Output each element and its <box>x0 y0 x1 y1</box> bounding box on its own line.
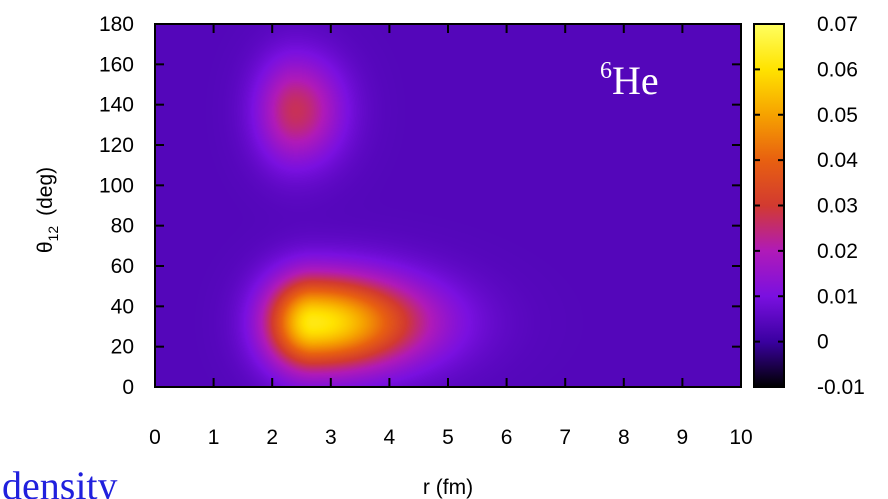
y-tick-label: 120 <box>99 134 134 157</box>
x-tick-label: 8 <box>618 426 630 449</box>
y-tick-label: 40 <box>111 295 134 318</box>
y-axis-label-unit: (deg) <box>34 167 57 216</box>
y-tick-label: 0 <box>122 376 134 399</box>
y-axis-label-sub: 12 <box>45 226 61 242</box>
x-tick-label: 2 <box>266 426 278 449</box>
svg-text:θ12(deg): θ12 (deg) <box>34 167 61 253</box>
x-tick-label: 10 <box>729 426 752 449</box>
colorbar-ticks: -0.01 0 0.01 0.02 0.03 0.04 0.05 0.06 0.07 <box>754 13 865 399</box>
annotation-superscript: 6 <box>600 58 612 84</box>
colorbar-tick-label: 0.06 <box>817 58 858 81</box>
colorbar-tick-label: 0.01 <box>817 285 858 308</box>
y-axis-label: θ12 (deg) <box>34 167 61 253</box>
colorbar-tick-label: -0.01 <box>817 376 865 399</box>
y-tick-label: 60 <box>111 255 134 278</box>
nucleus-annotation: 6He <box>600 58 659 103</box>
y-tick-label: 160 <box>99 53 134 76</box>
y-tick-label: 20 <box>111 336 134 359</box>
x-tick-label: 6 <box>501 426 513 449</box>
x-tick-label: 5 <box>442 426 454 449</box>
x-tick-label: 7 <box>559 426 571 449</box>
colorbar-tick-label: 0 <box>817 331 829 354</box>
colorbar-tick-label: 0.05 <box>817 104 858 127</box>
y-axis-label-main: θ <box>34 241 57 253</box>
colorbar-tick-label: 0.02 <box>817 240 858 263</box>
x-tick-label: 9 <box>677 426 689 449</box>
heatmap-area <box>155 24 741 387</box>
y-axis-ticks: 0 20 40 60 80 100 120 140 160 180 <box>99 13 741 399</box>
x-axis-label: r (fm) <box>423 476 473 499</box>
x-tick-label: 1 <box>208 426 220 449</box>
colorbar-tick-label: 0.03 <box>817 195 858 218</box>
y-tick-label: 80 <box>111 215 134 238</box>
annotation-text: He <box>612 58 659 103</box>
x-tick-label: 4 <box>384 426 396 449</box>
colorbar-tick-label: 0.07 <box>817 13 858 36</box>
colorbar-tick-label: 0.04 <box>817 149 858 172</box>
x-tick-label: 0 <box>149 426 161 449</box>
density-label: density <box>2 463 118 499</box>
x-axis-ticks: 0 1 2 3 4 5 6 7 8 9 10 <box>149 24 753 449</box>
y-tick-label: 100 <box>99 174 134 197</box>
x-tick-label: 3 <box>325 426 337 449</box>
y-tick-label: 180 <box>99 13 134 36</box>
heatmap-canvas <box>155 24 741 387</box>
y-tick-label: 140 <box>99 94 134 117</box>
